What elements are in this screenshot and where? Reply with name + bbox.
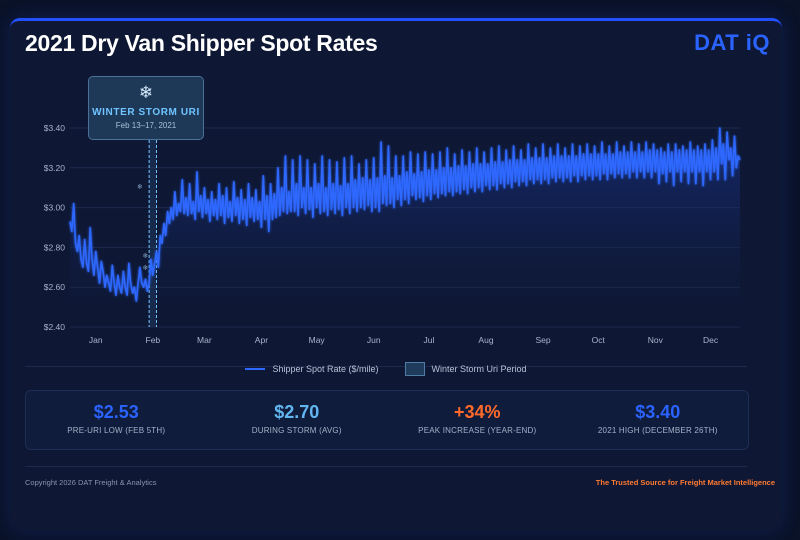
x-tick-label: Oct [592, 335, 606, 345]
stat-value: $2.70 [274, 402, 320, 422]
x-tick-label: Mar [197, 335, 212, 345]
x-tick-label: Aug [478, 335, 493, 345]
snowflake-decoration-icon: ❄ [143, 252, 149, 260]
legend-item-series[interactable]: Shipper Spot Rate ($/mile) [245, 364, 379, 374]
stat-label: PEAK INCREASE (YEAR-END) [418, 426, 537, 435]
x-tick-label: Apr [255, 335, 268, 345]
x-tick-label: Sep [535, 335, 550, 345]
x-tick-label: Jul [423, 335, 434, 345]
legend-period-label: Winter Storm Uri Period [431, 364, 527, 374]
stat-value: $3.40 [635, 402, 681, 422]
snowflake-icon: ❄ [138, 83, 154, 102]
y-tick-label: $2.60 [44, 282, 66, 292]
stat-label: PRE-URI LOW (FEB 5TH) [67, 426, 166, 435]
x-tick-label: Jun [367, 335, 381, 345]
stats-panel: $2.53 PRE-URI LOW (FEB 5TH) $2.70 DURING… [25, 390, 749, 450]
stat-pre-uri-low: $2.53 PRE-URI LOW (FEB 5TH) [26, 391, 207, 449]
x-tick-label: Feb [146, 335, 161, 345]
y-tick-label: $2.40 [44, 322, 66, 332]
snowflake-decoration-icon: ❄ [143, 264, 149, 272]
stat-label: 2021 HIGH (DECEMBER 26TH) [597, 426, 718, 435]
divider-top [25, 366, 747, 367]
stat-value: $2.53 [93, 402, 139, 422]
series-area [70, 128, 740, 327]
x-tick-label: Jan [89, 335, 103, 345]
tagline-text: The Trusted Source for Freight Market In… [595, 478, 775, 487]
storm-annotation: ❄ WINTER STORM URI Feb 13–17, 2021 [88, 76, 204, 140]
snowflake-decoration-icon: ❄ [137, 183, 143, 191]
spot-rate-chart: $2.40 $2.60 $2.80 $3.00 $3.20 $3.40 Jan Feb Mar… [44, 123, 741, 345]
chart-title: 2021 Dry Van Shipper Spot Rates [25, 30, 378, 56]
y-tick-label: $3.00 [44, 203, 66, 213]
stat-label: DURING STORM (AVG) [251, 426, 342, 435]
x-tick-label: Dec [703, 335, 719, 345]
stat-value: +34% [453, 402, 501, 422]
storm-dates: Feb 13–17, 2021 [115, 121, 177, 130]
legend-item-storm[interactable]: Winter Storm Uri Period [404, 362, 527, 376]
legend-box-swatch [404, 362, 425, 376]
storm-period-band [149, 140, 157, 327]
legend-series-label: Shipper Spot Rate ($/mile) [272, 364, 379, 374]
divider-bottom [25, 466, 747, 467]
x-tick-label: Nov [648, 335, 664, 345]
x-tick-label: May [309, 335, 326, 345]
y-tick-label: $3.20 [44, 163, 66, 173]
stat-during-storm: $2.70 DURING STORM (AVG) [207, 391, 388, 449]
series-line [69, 127, 741, 302]
legend-line-swatch [245, 368, 266, 370]
stat-2021-high: $3.40 2021 HIGH (DECEMBER 26TH) [568, 391, 749, 449]
copyright-text: Copyright 2026 DAT Freight & Analytics [25, 478, 157, 487]
brand-logo: DAT iQ [694, 30, 770, 55]
chart-legend: Shipper Spot Rate ($/mile) Winter Storm … [0, 361, 772, 377]
y-tick-label: $2.80 [44, 242, 66, 252]
y-tick-label: $3.40 [44, 123, 66, 133]
storm-title: WINTER STORM URI [92, 107, 200, 118]
stat-peak-increase: +34% PEAK INCREASE (YEAR-END) [387, 391, 568, 449]
